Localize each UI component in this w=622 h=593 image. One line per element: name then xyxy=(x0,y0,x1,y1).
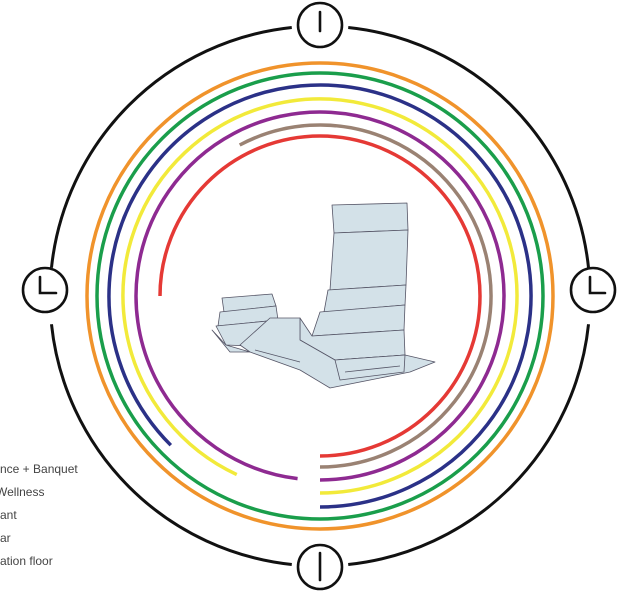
ring-arc xyxy=(49,324,292,567)
ring-arc xyxy=(49,25,292,268)
ring xyxy=(95,71,545,521)
ring-arc xyxy=(107,83,533,509)
clock-icon xyxy=(569,266,617,314)
clock-icon xyxy=(21,266,69,314)
ring-arc xyxy=(134,110,506,482)
legend-label: nce + Banquet xyxy=(0,462,78,476)
ring xyxy=(85,61,555,531)
building xyxy=(211,202,436,389)
ring-arc xyxy=(348,25,591,268)
legend-label: Wellness xyxy=(0,485,44,499)
legend: nce + Banquet Wellness ant ar ation floo… xyxy=(0,462,78,568)
ring-arc xyxy=(158,134,482,458)
legend-label: ant xyxy=(0,508,17,522)
legend-label: ation floor xyxy=(0,554,53,568)
legend-label: ar xyxy=(0,531,11,545)
clocks xyxy=(21,1,617,591)
ring-arc xyxy=(348,324,591,567)
rings xyxy=(49,25,591,567)
ring-arc xyxy=(121,97,519,495)
ring-arc xyxy=(238,123,493,469)
